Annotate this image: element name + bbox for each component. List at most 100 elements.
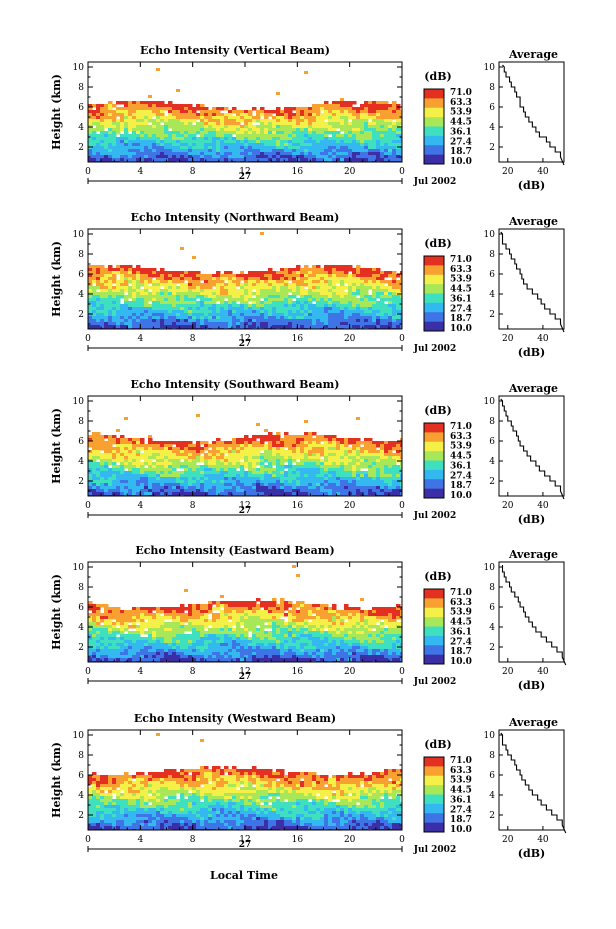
profile-x-tick-label: 40 (537, 667, 549, 677)
colorbar-segment (424, 757, 444, 767)
profile-x-tick-label: 40 (537, 501, 549, 511)
y-axis-label: Height (km) (50, 74, 63, 150)
profile-frame (498, 729, 565, 831)
profile-title: Average (508, 716, 558, 729)
colorbar-unit: (dB) (424, 404, 451, 417)
date-label: Jul 2002 (413, 344, 456, 354)
y-tick-label: 8 (78, 417, 84, 427)
profile-y-tick-label: 4 (489, 791, 495, 801)
profile-y-tick-label: 8 (489, 417, 495, 427)
x-tick-label: 16 (292, 667, 304, 677)
colorbar-segment (424, 302, 444, 313)
y-tick-label: 6 (78, 437, 84, 447)
colorbar-frame (423, 255, 445, 332)
x-tick-label: 8 (190, 334, 196, 344)
y-tick-label: 6 (78, 270, 84, 280)
colorbar-tick-label: 36.1 (450, 127, 472, 137)
x-tick-label: 4 (137, 167, 143, 177)
colorbar-segment (424, 274, 444, 285)
profile-y-tick-label: 4 (489, 290, 495, 300)
profile-x-label: (dB) (518, 179, 545, 192)
y-tick-label: 8 (78, 83, 84, 93)
profile-frame (498, 561, 565, 663)
y-tick-label: 4 (78, 123, 84, 133)
y-axis-label: Height (km) (50, 574, 63, 650)
profile-y-tick-label: 2 (489, 143, 495, 153)
colorbar-segment (424, 145, 444, 155)
colorbar-tick-label: 27.4 (450, 471, 472, 481)
colorbar-tick-label: 18.7 (450, 647, 472, 657)
y-tick-label: 8 (78, 751, 84, 761)
y-tick-label: 10 (73, 63, 85, 73)
profile-x-tick-label: 40 (537, 334, 549, 344)
colorbar-tick-label: 44.5 (450, 618, 472, 628)
colorbar-tick-label: 27.4 (450, 637, 472, 647)
profile-x-label: (dB) (518, 847, 545, 860)
x-tick-label: 4 (137, 501, 143, 511)
colorbar-segment (424, 265, 444, 276)
profile-x-tick-label: 20 (502, 667, 514, 677)
date-label: Jul 2002 (413, 511, 456, 521)
x-tick-label: 20 (344, 334, 356, 344)
colorbar-tick-label: 18.7 (450, 481, 472, 491)
colorbar-segment (424, 117, 444, 127)
x-axis-label: Local Time (210, 869, 278, 882)
profile-y-tick-label: 8 (489, 250, 495, 260)
colorbar-tick-label: 36.1 (450, 627, 472, 637)
profile-y-tick-label: 10 (484, 563, 496, 573)
y-tick-label: 4 (78, 290, 84, 300)
profile-line (501, 565, 567, 666)
colorbar-unit: (dB) (424, 237, 451, 250)
x-tick-label: 16 (292, 835, 304, 845)
x-tick-label: 8 (190, 667, 196, 677)
profile-line (500, 398, 565, 500)
y-axis-label: Height (km) (50, 408, 63, 484)
colorbar-tick-label: 36.1 (450, 294, 472, 304)
colorbar-segment (424, 598, 444, 609)
colorbar-tick-label: 44.5 (450, 452, 472, 462)
x-tick-label: 20 (344, 667, 356, 677)
colorbar-tick-label: 44.5 (450, 118, 472, 128)
colorbar-tick-label: 44.5 (450, 285, 472, 295)
colorbar-tick-label: 71.0 (450, 756, 472, 766)
x-tick-label: 8 (190, 167, 196, 177)
colorbar-frame (423, 756, 445, 833)
x-tick-label: 4 (137, 835, 143, 845)
date-label: Jul 2002 (413, 177, 456, 187)
colorbar-tick-label: 10.0 (450, 324, 472, 334)
x-tick-label: 16 (292, 334, 304, 344)
heatmap-cells (88, 68, 402, 162)
x-tick-label: 20 (344, 501, 356, 511)
colorbar-segment (424, 617, 444, 627)
colorbar-segment (424, 89, 444, 99)
y-axis-label: Height (km) (50, 241, 63, 317)
profile-line (500, 231, 565, 333)
day-label: 27 (239, 672, 252, 682)
x-tick-label: 0 (85, 835, 91, 845)
colorbar-tick-label: 27.4 (450, 805, 472, 815)
x-tick-label: 8 (190, 501, 196, 511)
colorbar-tick-label: 71.0 (450, 88, 472, 98)
profile-y-tick-label: 10 (484, 397, 496, 407)
y-tick-label: 2 (78, 310, 84, 320)
x-tick-label: 4 (137, 334, 143, 344)
colorbar-segment (424, 432, 444, 443)
profile-frame (498, 228, 565, 330)
colorbar-segment (424, 451, 444, 461)
day-label: 27 (239, 506, 252, 516)
x-tick-label: 0 (85, 334, 91, 344)
colorbar-tick-label: 53.9 (450, 776, 472, 786)
x-tick-label: 8 (190, 835, 196, 845)
colorbar-tick-label: 53.9 (450, 608, 472, 618)
colorbar-segment (424, 293, 444, 304)
y-tick-label: 10 (73, 563, 85, 573)
colorbar-segment (424, 469, 444, 480)
panel-0: Echo Intensity (Vertical Beam) 2 4 6 8 10 0 4 8 1… (50, 44, 565, 192)
x-tick-label: 12 (239, 667, 250, 677)
profile-y-tick-label: 4 (489, 457, 495, 467)
colorbar-tick-label: 63.3 (450, 265, 472, 275)
panel-title: Echo Intensity (Vertical Beam) (140, 44, 330, 57)
colorbar-tick-label: 36.1 (450, 795, 472, 805)
x-tick-label: 4 (137, 667, 143, 677)
profile-y-tick-label: 4 (489, 623, 495, 633)
